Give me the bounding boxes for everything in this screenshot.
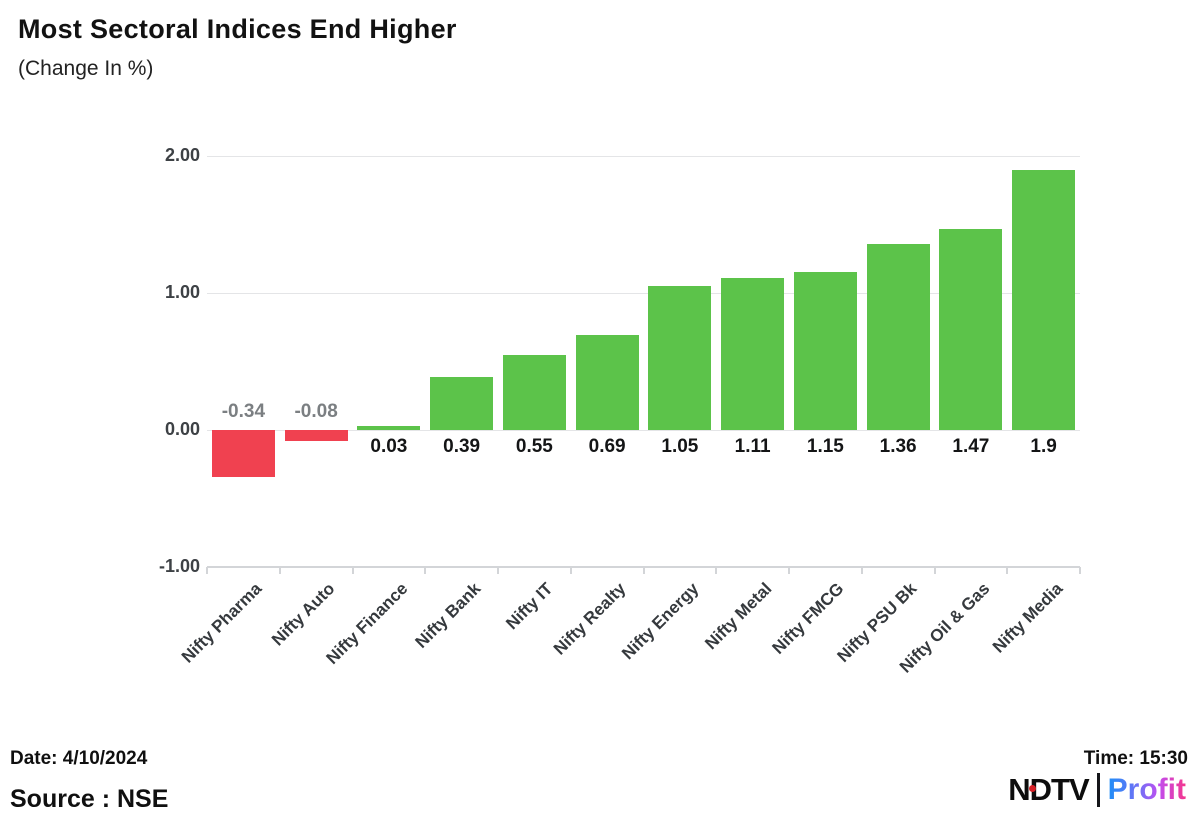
bar <box>357 425 421 430</box>
profit-wordmark: Profit <box>1107 773 1186 806</box>
chart-subtitle: (Change In %) <box>18 57 154 80</box>
bar-value-label: 0.55 <box>515 436 553 457</box>
time-label: Time: 15:30 <box>1083 748 1188 769</box>
bar <box>1012 169 1076 430</box>
logo-separator <box>1096 773 1100 807</box>
bar <box>430 376 494 430</box>
y-axis-tick-label: -1.00 <box>158 556 200 576</box>
bar-value-label: 0.69 <box>588 436 626 457</box>
bar <box>502 354 566 430</box>
bar-value-label: 1.9 <box>1030 436 1057 457</box>
bar <box>575 335 639 430</box>
x-axis-tick <box>206 567 208 574</box>
gridline <box>207 430 1080 431</box>
bar <box>793 272 857 430</box>
ndtv-profit-logo: NDTV Profit <box>1008 772 1186 808</box>
x-axis-tick <box>1079 567 1081 574</box>
x-axis-tick <box>933 567 936 574</box>
x-axis-tick <box>497 567 499 574</box>
x-axis-category-label: Nifty FMCG <box>768 579 848 658</box>
ndtv-wordmark: NDTV <box>1008 772 1089 808</box>
x-axis-category-label: Nifty Realty <box>549 579 630 659</box>
x-axis-category-label: Nifty Bank <box>411 579 485 652</box>
bar <box>721 277 785 430</box>
bar-value-label: 1.11 <box>734 436 771 457</box>
red-dot-icon <box>1029 785 1037 792</box>
x-axis-tick <box>860 567 863 574</box>
bar-value-label: 1.05 <box>661 436 699 457</box>
bar <box>211 430 275 477</box>
bar <box>648 286 712 430</box>
x-axis-category-label: Nifty Auto <box>268 579 339 650</box>
x-axis-category-label: Nifty Metal <box>700 579 776 654</box>
gridline <box>207 156 1080 157</box>
y-axis-tick-label: 1.00 <box>164 282 200 302</box>
x-axis-tick <box>569 567 572 574</box>
x-axis-category-label: Nifty Energy <box>618 579 703 664</box>
x-axis-category-label: Nifty Pharma <box>178 579 266 667</box>
bar-value-label: -0.08 <box>294 401 338 422</box>
x-axis-tick <box>715 567 718 574</box>
bar <box>284 430 348 441</box>
bar-value-label: -0.34 <box>221 401 266 422</box>
bar-value-label: 0.03 <box>370 436 408 457</box>
x-axis-category-label: Nifty IT <box>502 579 557 634</box>
x-axis-tick <box>278 567 281 574</box>
bar <box>866 243 930 430</box>
x-axis-tick <box>424 567 427 574</box>
y-axis-tick-label: 2.00 <box>164 145 200 165</box>
chart-title: Most Sectoral Indices End Higher <box>18 14 457 44</box>
y-axis-tick-label: 0.00 <box>164 419 200 439</box>
source-label: Source : NSE <box>10 785 169 813</box>
bar-value-label: 1.47 <box>952 436 990 457</box>
bar <box>939 228 1003 430</box>
bar-value-label: 1.36 <box>879 436 917 457</box>
x-axis-tick <box>1006 567 1009 574</box>
date-label: Date: 4/10/2024 <box>10 748 148 769</box>
ndtv-text: NDTV <box>1008 772 1089 807</box>
x-axis-tick <box>642 567 645 574</box>
bar-value-label: 0.39 <box>443 436 481 457</box>
gridline <box>207 293 1080 294</box>
bar-value-label: 1.15 <box>806 436 844 457</box>
x-axis-category-label: Nifty Media <box>988 579 1067 657</box>
x-axis-tick <box>788 567 790 574</box>
x-axis-tick <box>351 567 354 574</box>
